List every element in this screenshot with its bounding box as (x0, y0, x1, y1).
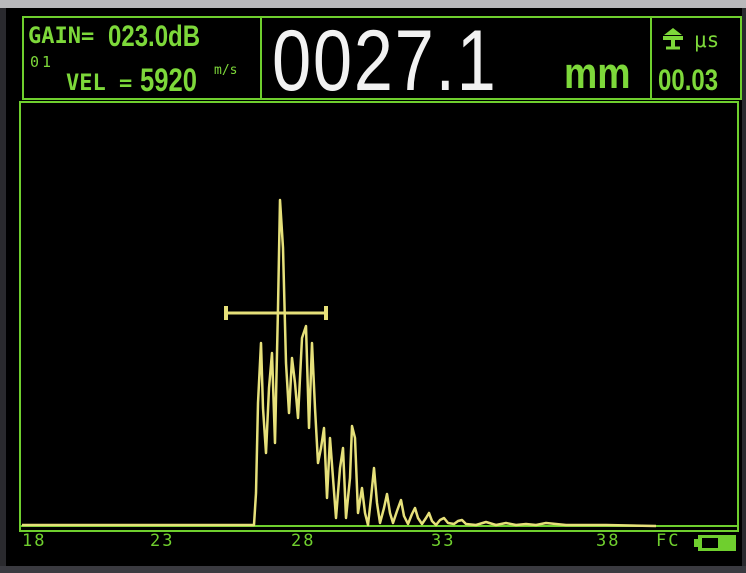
display-screen: GAIN= 023.0dB 01 VEL = 5920 m/s 0027.1 m… (6, 8, 742, 566)
channel-number: 01 (30, 53, 55, 71)
axis-tick: 38 (596, 531, 621, 551)
axis-tick: 18 (22, 531, 47, 551)
battery-level-empty (702, 538, 718, 548)
device-bezel-top (0, 0, 746, 8)
a-scan-display (19, 101, 739, 551)
status-label: FC (656, 531, 681, 551)
velocity-label: VEL = (66, 71, 133, 96)
axis-tick: 28 (291, 531, 316, 551)
echo-waveform (22, 198, 657, 528)
axis-tick: 33 (431, 531, 456, 551)
thickness-unit: mm (564, 49, 631, 98)
axis-tick: 23 (150, 531, 175, 551)
velocity-value: 5920 (140, 62, 197, 98)
device-bezel-bottom (0, 566, 746, 573)
battery-tip (694, 539, 698, 547)
time-value: 00.03 (658, 64, 719, 97)
gain-label: GAIN= (28, 24, 95, 49)
time-panel (650, 16, 742, 100)
velocity-unit: m/s (214, 63, 238, 78)
thickness-reading: 0027.1 (272, 13, 498, 109)
gain-value: 023.0dB (108, 20, 201, 53)
waveform-frame (19, 101, 739, 532)
time-unit: μs (694, 28, 720, 52)
probe-icon (663, 28, 683, 50)
